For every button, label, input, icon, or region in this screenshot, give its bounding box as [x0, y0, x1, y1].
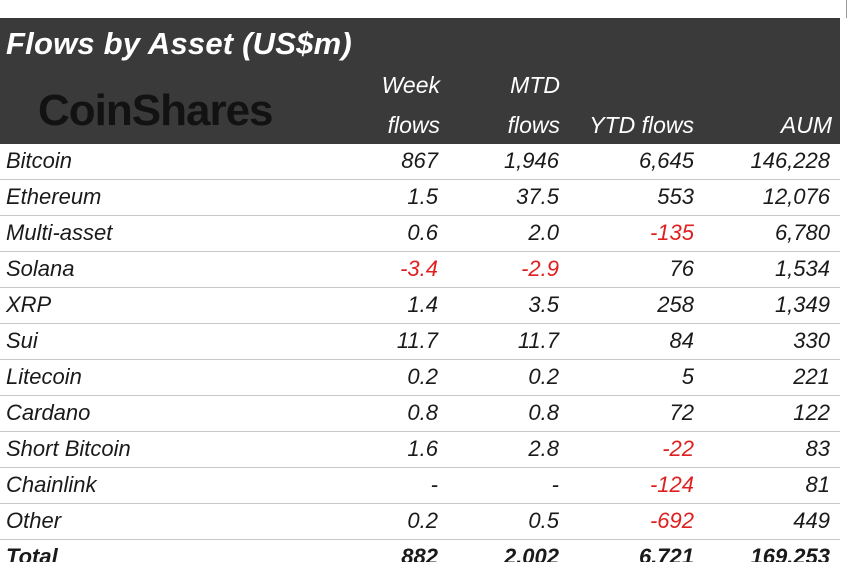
ytd-flows-value: 72 [669, 400, 694, 425]
aum-value: 1,349 [774, 292, 830, 317]
mtd-flows-value: 0.2 [528, 364, 559, 389]
mtd-flows-value: - [551, 472, 559, 497]
ytd-flows-value: 553 [657, 184, 694, 209]
asset-name: Other [6, 508, 62, 533]
ytd-flows-value: -135 [649, 220, 694, 245]
asset-name: Short Bitcoin [6, 436, 131, 461]
aum-value: 146,228 [750, 148, 830, 173]
asset-name: Cardano [6, 400, 91, 425]
week-flows-value: 0.2 [407, 508, 438, 533]
aum-value: 83 [805, 436, 830, 461]
table-title: Flows by Asset (US$m) [6, 26, 352, 61]
mtd-flows-value: 11.7 [517, 328, 559, 353]
week-flows-value: 11.7 [396, 328, 438, 353]
week-flows-value: 867 [401, 148, 438, 173]
table-row: Bitcoin 867 1,946 6,645 146,228 [0, 144, 840, 180]
ytd-flows-value: 6,645 [638, 148, 694, 173]
mtd-flows-value: -2.9 [521, 256, 559, 281]
week-flows-value: 1.5 [407, 184, 438, 209]
asset-name: XRP [6, 292, 52, 317]
table-row: Litecoin 0.2 0.2 5 221 [0, 360, 840, 396]
ytd-flows-value: 84 [669, 328, 694, 353]
asset-name: Total [6, 544, 58, 562]
week-flows-value: 0.8 [407, 400, 438, 425]
asset-name: Bitcoin [6, 148, 73, 173]
table-row: Ethereum 1.5 37.5 553 12,076 [0, 180, 840, 216]
col-week-line1: Week [381, 72, 440, 98]
col-mtd-line1: MTD [510, 72, 560, 98]
table-header: Flows by Asset (US$m) CoinShares Week fl… [0, 18, 840, 144]
week-flows-value: 1.6 [407, 436, 438, 461]
aum-value: 169,253 [750, 544, 830, 562]
asset-name: Chainlink [6, 472, 97, 497]
aum-value: 449 [793, 508, 830, 533]
ytd-flows-value: -124 [649, 472, 694, 497]
table-row: Other 0.2 0.5 -692 449 [0, 504, 840, 540]
aum-value: 221 [793, 364, 830, 389]
mtd-flows-value: 0.5 [528, 508, 559, 533]
week-flows-value: 0.2 [407, 364, 438, 389]
mtd-flows-value: 2.8 [528, 436, 559, 461]
aum-value: 6,780 [774, 220, 830, 245]
table-body: Bitcoin 867 1,946 6,645 146,228 Ethereum 1.5 37… [0, 144, 840, 562]
week-flows-value: 1.4 [407, 292, 438, 317]
ytd-flows-value: 6,721 [638, 544, 694, 562]
aum-value: 122 [793, 400, 830, 425]
aum-value: 1,534 [774, 256, 830, 281]
mtd-flows-value: 3.5 [528, 292, 559, 317]
table-row: XRP 1.4 3.5 258 1,349 [0, 288, 840, 324]
ytd-flows-value: 76 [669, 256, 694, 281]
table-row: Multi-asset 0.6 2.0 -135 6,780 [0, 216, 840, 252]
mtd-flows-value: 2.0 [528, 220, 559, 245]
week-flows-value: 882 [401, 544, 438, 562]
total-row: Total 882 2,002 6,721 169,253 [0, 540, 840, 562]
week-flows-value: -3.4 [400, 256, 438, 281]
aum-value: 12,076 [762, 184, 830, 209]
mtd-flows-value: 2,002 [503, 544, 559, 562]
col-week-line2: flows [387, 112, 440, 138]
asset-name: Multi-asset [6, 220, 113, 245]
frame-edge [846, 0, 847, 18]
table-row: Solana -3.4 -2.9 76 1,534 [0, 252, 840, 288]
ytd-flows-value: 5 [681, 364, 694, 389]
col-aum: AUM [780, 112, 832, 138]
ytd-flows-value: -692 [649, 508, 694, 533]
ytd-flows-value: -22 [662, 436, 694, 461]
table-row: Cardano 0.8 0.8 72 122 [0, 396, 840, 432]
asset-name: Sui [6, 328, 38, 353]
aum-value: 330 [793, 328, 830, 353]
asset-name: Solana [6, 256, 75, 281]
mtd-flows-value: 0.8 [528, 400, 559, 425]
aum-value: 81 [805, 472, 830, 497]
asset-name: Litecoin [6, 364, 82, 389]
table-row: Sui 11.7 11.7 84 330 [0, 324, 840, 360]
mtd-flows-value: 37.5 [516, 184, 559, 209]
mtd-flows-value: 1,946 [503, 148, 559, 173]
asset-name: Ethereum [6, 184, 102, 209]
table-row: Chainlink - - -124 81 [0, 468, 840, 504]
coinshares-logo: CoinShares [38, 86, 274, 135]
table-row: Short Bitcoin 1.6 2.8 -22 83 [0, 432, 840, 468]
week-flows-value: 0.6 [407, 220, 438, 245]
col-ytd: YTD flows [589, 112, 694, 138]
week-flows-value: - [430, 472, 438, 497]
col-mtd-line2: flows [507, 112, 560, 138]
ytd-flows-value: 258 [657, 292, 694, 317]
